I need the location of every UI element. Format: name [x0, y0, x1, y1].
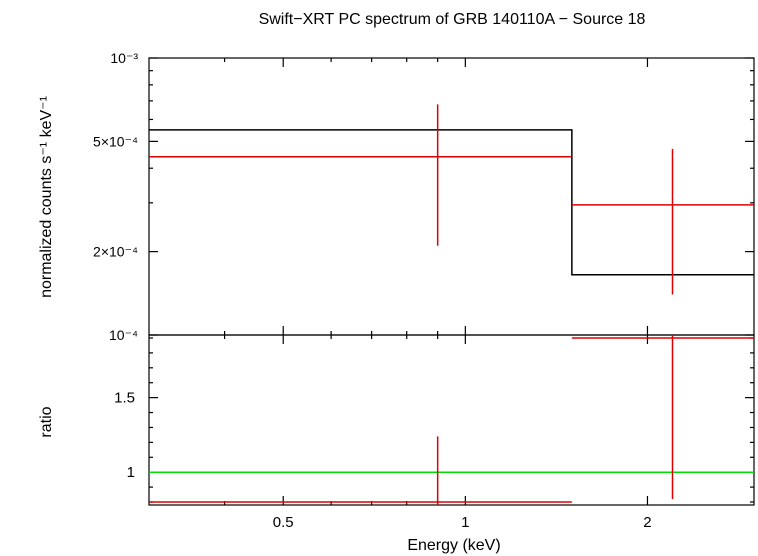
spectrum-panel: 10⁻³ 5×10⁻⁴ 2×10⁻⁴ 10⁻⁴ — [93, 50, 755, 343]
spectrum-y-axis-label: normalized counts s⁻¹ keV⁻¹ — [38, 96, 55, 298]
y-tick-label: 1 — [127, 464, 135, 481]
y-tick-label: 5×10⁻⁴ — [93, 133, 138, 149]
spectrum-plot-frame — [148, 57, 755, 336]
y-tick-label: 1.5 — [114, 390, 135, 407]
chart-title: Swift−XRT PC spectrum of GRB 140110A − S… — [259, 11, 646, 28]
x-tick-label: 0.5 — [273, 514, 294, 531]
x-tick-label: 1 — [461, 514, 469, 531]
ratio-point — [149, 436, 572, 505]
x-tick-label: 2 — [643, 514, 651, 531]
x-axis-label: Energy (keV) — [407, 537, 500, 554]
y-tick-label: 10⁻⁴ — [109, 327, 138, 343]
ratio-panel: 0.5 1 2 1 1.5 — [114, 334, 755, 531]
data-point — [149, 104, 572, 246]
ratio-plot-frame — [148, 334, 755, 506]
model-step-line — [149, 129, 754, 276]
ratio-y-axis-label: ratio — [38, 406, 55, 437]
data-point — [571, 148, 754, 295]
ratio-point — [571, 335, 754, 500]
y-tick-label: 10⁻³ — [110, 50, 138, 66]
y-tick-label: 2×10⁻⁴ — [93, 244, 138, 260]
